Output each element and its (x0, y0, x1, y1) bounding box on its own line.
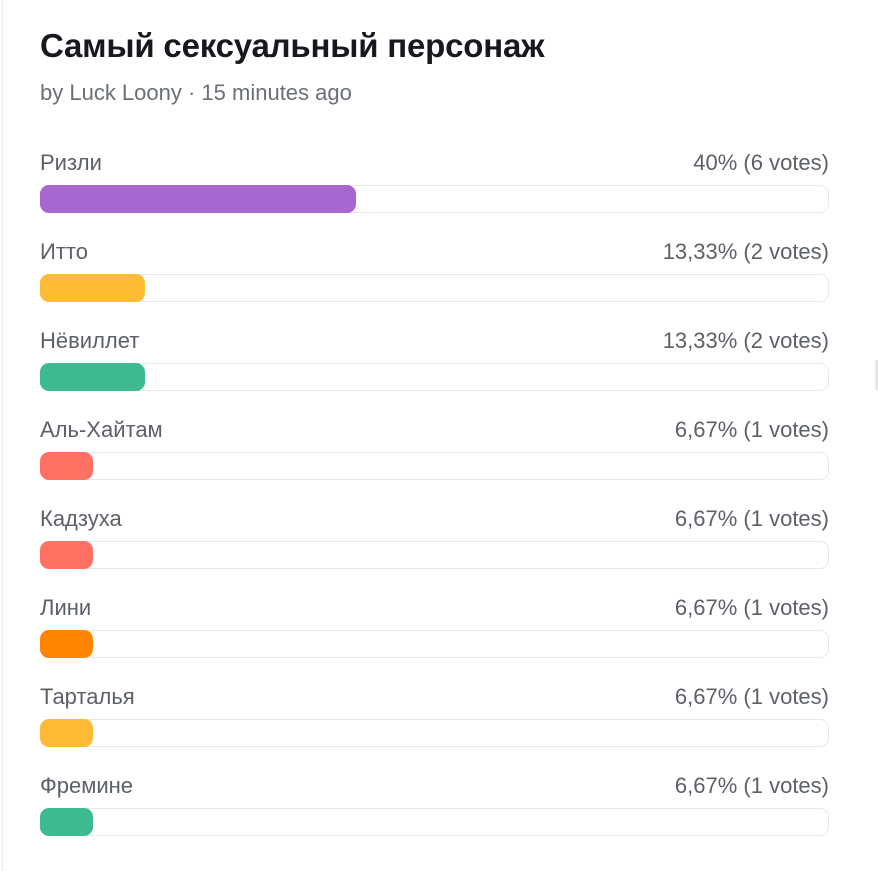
option-label: Итто (40, 239, 88, 264)
option-result: 6,67% (1 votes) (674, 773, 829, 798)
option-result: 6,67% (1 votes) (674, 684, 829, 709)
poll-option[interactable]: Нёвиллет 13,33% (2 votes) (40, 324, 829, 413)
poll-option[interactable]: Тарталья 6,67% (1 votes) (40, 680, 829, 769)
option-bar-fill (40, 630, 93, 658)
option-label: Ризли (40, 150, 102, 175)
option-bar-fill (40, 541, 93, 569)
option-result: 6,67% (1 votes) (674, 506, 829, 531)
option-label: Тарталья (40, 684, 135, 709)
poll-meta: by Luck Loony · 15 minutes ago (40, 80, 352, 105)
option-bar-fill (40, 452, 93, 480)
poll-option[interactable]: Кадзуха 6,67% (1 votes) (40, 502, 829, 591)
poll-option[interactable]: Фремине 6,67% (1 votes) (40, 769, 829, 858)
poll-option[interactable]: Аль-Хайтам 6,67% (1 votes) (40, 413, 829, 502)
option-bar-fill (40, 363, 146, 391)
option-label: Кадзуха (40, 506, 122, 531)
option-bar-fill (40, 808, 93, 836)
option-bar-track (40, 363, 829, 391)
option-bar-fill (40, 185, 356, 213)
option-bar-track (40, 452, 829, 480)
poll-option[interactable]: Лини 6,67% (1 votes) (40, 591, 829, 680)
option-label: Лини (40, 595, 92, 620)
scrollbar-edge[interactable] (875, 360, 878, 390)
poll-option[interactable]: Итто 13,33% (2 votes) (40, 235, 829, 324)
option-label: Нёвиллет (40, 328, 140, 353)
left-divider (2, 0, 3, 871)
option-bar-track (40, 808, 829, 836)
option-bar-fill (40, 719, 93, 747)
poll-option[interactable]: Ризли 40% (6 votes) (40, 146, 829, 235)
poll-options: Ризли 40% (6 votes) Итто 13,33% (2 votes… (40, 146, 829, 858)
option-result: 6,67% (1 votes) (674, 595, 829, 620)
poll-title: Самый сексуальный персонаж (40, 27, 545, 64)
option-label: Аль-Хайтам (40, 417, 163, 442)
option-result: 6,67% (1 votes) (674, 417, 829, 442)
option-bar-track (40, 185, 829, 213)
option-result: 13,33% (2 votes) (662, 239, 829, 264)
option-result: 13,33% (2 votes) (662, 328, 829, 353)
poll-card: Самый сексуальный персонаж by Luck Loony… (40, 24, 829, 858)
option-bar-track (40, 630, 829, 658)
option-bar-track (40, 719, 829, 747)
option-result: 40% (6 votes) (693, 150, 829, 175)
option-bar-fill (40, 274, 146, 302)
option-bar-track (40, 274, 829, 302)
option-label: Фремине (40, 773, 133, 798)
option-bar-track (40, 541, 829, 569)
